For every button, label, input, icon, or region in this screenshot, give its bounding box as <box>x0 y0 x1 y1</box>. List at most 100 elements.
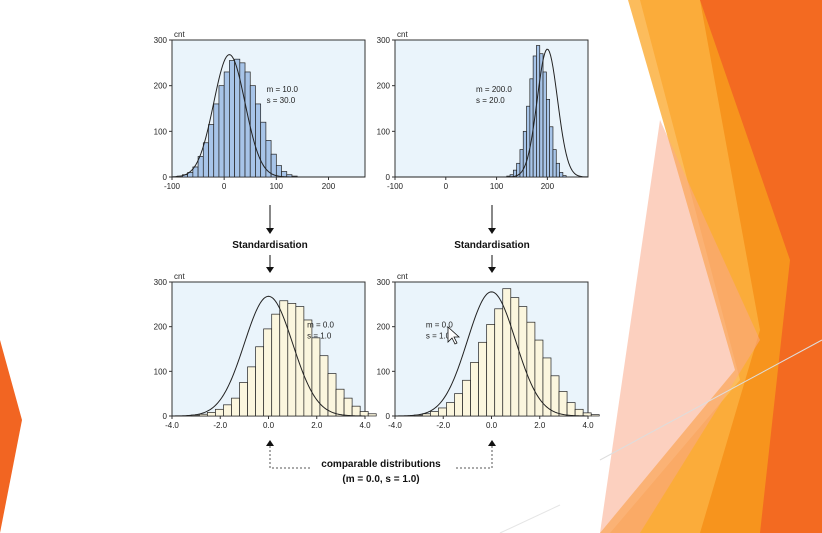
histogram-bar <box>335 388 345 417</box>
histogram-bar <box>239 62 246 178</box>
decor-line <box>599 339 822 461</box>
histogram-bar <box>311 337 321 417</box>
histogram-bar <box>542 71 547 178</box>
x-tick-label: 4.0 <box>582 421 594 430</box>
x-tick-label: 2.0 <box>311 421 323 430</box>
histogram-bar <box>271 313 281 417</box>
histogram-bar <box>555 162 560 178</box>
normal-curve <box>395 48 589 178</box>
y-tick-label: 0 <box>386 173 391 182</box>
normal-curve <box>394 291 589 417</box>
y-tick-label: 0 <box>163 412 168 421</box>
histogram-bar <box>287 303 297 417</box>
caption-line-1: comparable distributions <box>321 459 441 470</box>
arrow-down-icon <box>488 267 496 273</box>
x-tick-label: 200 <box>541 182 555 191</box>
histogram-bar <box>526 321 536 417</box>
arrow-up-icon <box>266 440 274 446</box>
caption-line-2: (m = 0.0, s = 1.0) <box>342 474 419 485</box>
stats-annotation: m = 200.0 <box>476 85 512 94</box>
histogram-bar <box>446 402 455 417</box>
histogram-bar <box>275 165 282 178</box>
histogram-bar <box>559 172 564 178</box>
y-axis-label: cnt <box>174 272 185 281</box>
decor-left-edge <box>0 340 22 533</box>
decor-pink-band <box>600 120 760 533</box>
standardisation-label-left: Standardisation <box>232 240 308 251</box>
histogram-bar <box>590 414 600 417</box>
x-tick-label: -100 <box>164 182 181 191</box>
x-tick-label: 200 <box>322 182 336 191</box>
histogram-bar <box>223 71 230 178</box>
histogram-bar <box>510 297 520 417</box>
histogram-bar <box>359 411 369 417</box>
y-tick-label: 200 <box>377 323 391 332</box>
histogram-bar <box>526 105 531 178</box>
stats-annotation: s = 1.0 <box>307 332 332 341</box>
normal-curve <box>171 295 366 417</box>
histogram-bar <box>470 362 479 417</box>
histogram-bar <box>522 130 527 178</box>
dotted-connector-left <box>269 446 312 469</box>
mouse-cursor-icon <box>447 326 461 345</box>
histogram-bar <box>529 78 534 178</box>
histogram-bar <box>534 339 544 417</box>
histogram-bar <box>552 149 557 178</box>
histogram-bar <box>223 404 232 417</box>
dotted-connector-right <box>454 446 493 469</box>
histogram-bar <box>213 103 220 178</box>
arrow-up-icon <box>488 440 496 446</box>
histogram-bar <box>239 382 248 417</box>
x-tick-label: 0.0 <box>486 421 498 430</box>
arrow-down-icon <box>488 228 496 234</box>
histogram-bar <box>566 402 576 417</box>
stats-annotation: m = 10.0 <box>267 85 299 94</box>
arrow-down-icon <box>266 228 274 234</box>
histogram-bar <box>247 366 256 417</box>
stats-annotation: m = 0.0 <box>426 321 453 330</box>
y-tick-label: 100 <box>377 127 391 136</box>
y-tick-label: 0 <box>386 412 391 421</box>
histogram-bar <box>574 408 584 417</box>
x-tick-label: -100 <box>387 182 404 191</box>
histogram-bar <box>202 142 209 178</box>
y-tick-label: 100 <box>377 367 391 376</box>
x-tick-label: 2.0 <box>534 421 546 430</box>
histogram-bar <box>231 397 240 417</box>
y-tick-label: 300 <box>154 36 168 45</box>
stats-annotation: s = 1.0 <box>426 332 451 341</box>
histogram-bar <box>327 373 337 417</box>
histogram-bar <box>536 45 541 178</box>
y-axis-label: cnt <box>174 30 185 39</box>
histogram-bar <box>343 397 353 417</box>
histogram-bar <box>198 413 208 417</box>
histogram-bar <box>208 124 215 178</box>
histogram-bar <box>486 324 496 417</box>
histogram-bar <box>562 175 567 178</box>
normal-curve <box>171 54 365 178</box>
histogram-bar <box>478 341 488 417</box>
standardisation-label-right: Standardisation <box>454 240 530 251</box>
x-tick-label: 0.0 <box>263 421 275 430</box>
y-tick-label: 100 <box>154 367 168 376</box>
histogram-bar <box>430 411 439 417</box>
histogram-bar <box>454 393 463 417</box>
comparison-connector: comparable distributions (m = 0.0, s = 1… <box>266 440 496 485</box>
histogram-bar <box>438 407 447 417</box>
y-tick-label: 200 <box>377 82 391 91</box>
y-tick-label: 0 <box>163 173 168 182</box>
x-tick-label: -2.0 <box>436 421 450 430</box>
y-tick-label: 300 <box>377 36 391 45</box>
x-tick-label: 4.0 <box>359 421 371 430</box>
histogram-bar <box>215 408 224 417</box>
x-tick-label: 100 <box>270 182 284 191</box>
decor-line-2 <box>499 504 561 533</box>
histogram-bar <box>207 412 216 417</box>
y-tick-label: 200 <box>154 82 168 91</box>
histogram-bar <box>351 405 361 417</box>
x-tick-label: 100 <box>490 182 504 191</box>
histogram-bar <box>367 413 377 417</box>
